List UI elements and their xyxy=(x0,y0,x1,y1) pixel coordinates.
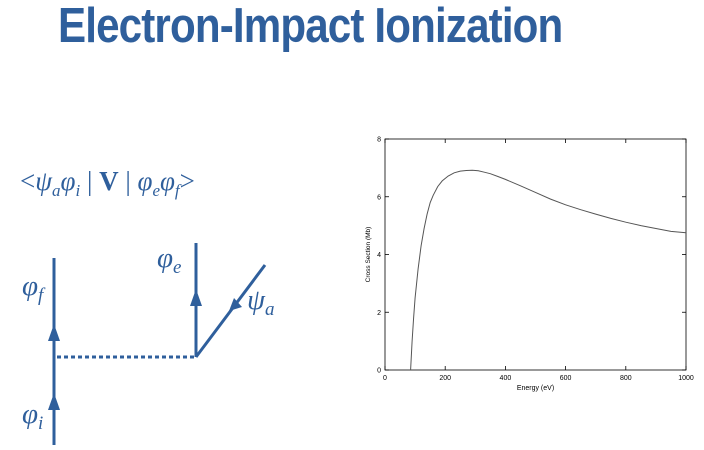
slide-title: Electron-Impact Ionization xyxy=(58,0,563,53)
x-axis-label: Energy (eV) xyxy=(517,385,554,392)
label-phi-i: φi xyxy=(22,398,43,435)
x-tick-label: 400 xyxy=(500,375,512,382)
label-psi-a-symbol: ψ xyxy=(247,284,266,316)
feynman-diagram xyxy=(48,243,267,445)
plot-frame xyxy=(384,138,687,371)
x-tick-label: 200 xyxy=(439,375,451,382)
operator-v: V xyxy=(99,166,119,196)
cross-section-chart: 0 200 400 600 800 1000 0 2 4 6 8 Energy (eV) Cross S… xyxy=(365,137,694,393)
label-phi-f: φf xyxy=(22,270,43,307)
phi-f-subscript: f xyxy=(174,181,180,200)
bar-left: | xyxy=(80,166,100,196)
label-phi-i-symbol: φ xyxy=(22,398,39,430)
label-psi-a: ψa xyxy=(247,284,275,321)
x-tick-label: 800 xyxy=(620,375,632,382)
phi-f-symbol: φ xyxy=(159,166,175,196)
open-bracket: < xyxy=(20,166,36,196)
label-phi-e-symbol: φ xyxy=(157,242,174,274)
label-phi-i-sub: i xyxy=(38,413,44,434)
y-tick-label: 2 xyxy=(377,310,381,317)
label-psi-a-sub: a xyxy=(265,299,275,320)
x-tick-label: 1000 xyxy=(678,375,694,382)
psi-subscript: a xyxy=(52,181,61,200)
incident-electron-line xyxy=(194,264,267,358)
x-tick-label: 600 xyxy=(560,375,572,382)
phi-e-subscript: e xyxy=(152,181,160,200)
phi-e-symbol: φ xyxy=(137,166,153,196)
cross-section-curve xyxy=(410,169,687,371)
arrow-phi-i xyxy=(48,393,60,410)
label-phi-e: φe xyxy=(157,242,181,279)
arrow-phi-e xyxy=(190,289,202,306)
y-axis-label: Cross Section (Mb) xyxy=(365,227,372,283)
label-phi-f-sub: f xyxy=(38,285,44,306)
y-tick-label: 0 xyxy=(377,368,381,375)
label-phi-e-sub: e xyxy=(173,257,182,278)
close-bracket: > xyxy=(179,166,195,196)
label-phi-f-symbol: φ xyxy=(22,270,39,302)
phi-i-symbol: φ xyxy=(60,166,76,196)
y-tick-label: 8 xyxy=(377,137,381,144)
phi-i-subscript: i xyxy=(75,181,81,200)
y-tick-label: 6 xyxy=(377,194,381,201)
arrow-psi-a xyxy=(229,298,242,311)
psi-symbol: ψ xyxy=(35,166,53,196)
x-tick-label: 0 xyxy=(383,375,387,382)
matrix-element-expression: <ψaφi | V | φeφf> xyxy=(20,166,195,201)
arrow-phi-f xyxy=(48,324,60,341)
bar-right: | xyxy=(118,166,138,196)
y-tick-label: 4 xyxy=(377,252,381,259)
